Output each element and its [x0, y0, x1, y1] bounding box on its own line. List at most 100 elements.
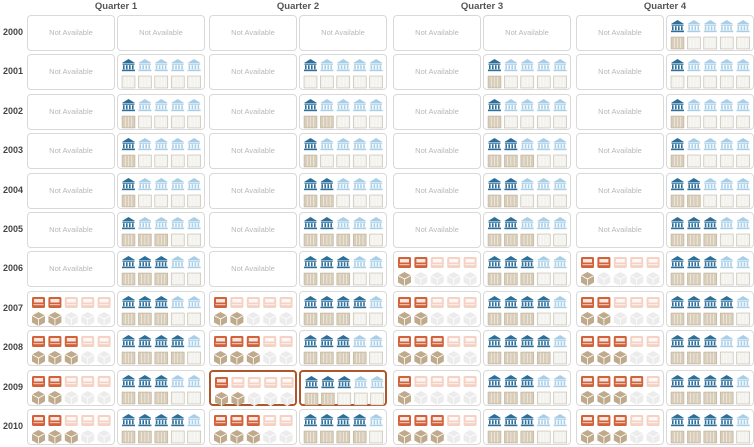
quarter-cell-left[interactable]: Not Available — [209, 93, 297, 130]
quarter-cell-left[interactable]: Not Available — [209, 133, 297, 170]
quarter-cell-right[interactable] — [483, 409, 571, 445]
quarter-cell-left[interactable] — [576, 290, 664, 327]
quarter-cell-left[interactable]: Not Available — [27, 251, 115, 288]
quarter-cell-right[interactable] — [666, 133, 754, 170]
quarter-cell-right[interactable]: Not Available — [117, 15, 205, 51]
quarter-cell-left[interactable] — [27, 369, 115, 406]
quarter-cell-left[interactable] — [393, 330, 481, 367]
quarter-cell-left[interactable] — [576, 330, 664, 367]
quarter-cell-right[interactable] — [483, 172, 571, 209]
quarter-cell-right[interactable] — [299, 54, 387, 91]
quarter-cell-left[interactable]: Not Available — [393, 15, 481, 51]
quarter-cell-left[interactable]: Not Available — [27, 15, 115, 51]
quarter-cell-left[interactable] — [576, 409, 664, 445]
quarter-cell-left[interactable] — [209, 290, 297, 327]
quarter-cell-right[interactable] — [483, 251, 571, 288]
quarter-cell-left[interactable]: Not Available — [209, 54, 297, 91]
quarter-cell-right[interactable] — [299, 172, 387, 209]
quarter-cell-right[interactable] — [666, 251, 754, 288]
quarter-cell-right[interactable] — [483, 369, 571, 406]
quarter-cell-right[interactable]: Not Available — [299, 15, 387, 51]
quarter-cell-left[interactable]: Not Available — [27, 54, 115, 91]
quarter-cell-left[interactable]: Not Available — [576, 93, 664, 130]
quarter-cell-left[interactable]: Not Available — [576, 212, 664, 248]
quarter-cell-left[interactable] — [27, 290, 115, 327]
container-icon — [719, 194, 734, 207]
quarter-cell-right[interactable] — [666, 290, 754, 327]
quarter-cell-right[interactable] — [117, 369, 205, 406]
quarter-cell-left[interactable] — [393, 251, 481, 288]
quarter-cell-right[interactable] — [299, 369, 387, 406]
quarter-cell-right[interactable] — [483, 290, 571, 327]
box-icon — [463, 311, 477, 326]
quarter-cell-left[interactable] — [576, 251, 664, 288]
box-icon — [430, 311, 444, 326]
quarter-cell-right[interactable] — [666, 369, 754, 406]
quarter-cell-left[interactable]: Not Available — [27, 93, 115, 130]
quarter-cell-left[interactable] — [209, 330, 297, 367]
quarter-cell-left[interactable]: Not Available — [209, 172, 297, 209]
quarter-cell-left[interactable]: Not Available — [393, 54, 481, 91]
quarter-cell-right[interactable]: Not Available — [483, 15, 571, 51]
quarter-cell-right[interactable] — [299, 93, 387, 130]
quarter-cell-right[interactable] — [299, 409, 387, 445]
quarter-cell-right[interactable] — [666, 212, 754, 248]
quarter-cell-right[interactable] — [483, 93, 571, 130]
quarter-cell-right[interactable] — [117, 54, 205, 91]
quarter-cell-right[interactable] — [299, 212, 387, 248]
quarter-cell-right[interactable] — [666, 172, 754, 209]
quarter-cell-left[interactable]: Not Available — [209, 15, 297, 51]
quarter-cell-left[interactable]: Not Available — [209, 212, 297, 248]
quarter-cell-left[interactable]: Not Available — [209, 251, 297, 288]
quarter-cell-right[interactable] — [117, 330, 205, 367]
quarter-cell-right[interactable] — [299, 251, 387, 288]
quarter-cell-left[interactable]: Not Available — [393, 172, 481, 209]
quarter-cell-right[interactable] — [483, 330, 571, 367]
building-icon — [671, 59, 684, 72]
quarter-cell-left[interactable] — [393, 290, 481, 327]
quarter-cell-left[interactable] — [209, 409, 297, 445]
container-icon — [352, 194, 367, 207]
quarter-cell-right[interactable] — [666, 409, 754, 445]
quarter-cell-right[interactable] — [117, 133, 205, 170]
quarter-cell-left[interactable]: Not Available — [27, 172, 115, 209]
quarter-cell-right[interactable] — [117, 409, 205, 445]
quarter-cell-left[interactable] — [393, 369, 481, 406]
quarter-cell-right[interactable] — [299, 330, 387, 367]
quarter-cell-right[interactable] — [666, 330, 754, 367]
quarter-cell-left[interactable]: Not Available — [393, 93, 481, 130]
quarter-cell-left[interactable] — [209, 369, 297, 406]
quarter-cell-left[interactable]: Not Available — [393, 212, 481, 248]
quarter-cell-right[interactable] — [483, 212, 571, 248]
right-icon-group — [121, 256, 201, 286]
quarter-cell-left[interactable]: Not Available — [27, 212, 115, 248]
quarter-cell-left[interactable] — [27, 409, 115, 445]
building-icon — [336, 256, 350, 269]
quarter-cell-right[interactable] — [483, 133, 571, 170]
container-icon — [154, 351, 169, 365]
quarter-cell-right[interactable] — [117, 172, 205, 209]
quarter-cell-left[interactable]: Not Available — [576, 133, 664, 170]
quarter-cell-left[interactable] — [576, 369, 664, 406]
quarter-cell-right[interactable] — [299, 133, 387, 170]
quarter-cell-left[interactable] — [393, 409, 481, 445]
box-icon — [213, 351, 228, 366]
quarter-cell-right[interactable] — [117, 251, 205, 288]
quarter-cell-left[interactable]: Not Available — [576, 172, 664, 209]
quarter-cell-left[interactable]: Not Available — [393, 133, 481, 170]
quarter-cell-right[interactable] — [117, 290, 205, 327]
quarter-cell-left[interactable]: Not Available — [576, 15, 664, 51]
quarter-cell-right[interactable] — [666, 15, 754, 51]
quarter-cell-right[interactable] — [117, 212, 205, 248]
quarter-cell-right[interactable] — [666, 93, 754, 130]
quarter-cell-right[interactable] — [666, 54, 754, 91]
container-icon — [719, 273, 734, 286]
quarter-cell-left[interactable] — [27, 330, 115, 367]
quarter-cell-left[interactable]: Not Available — [27, 133, 115, 170]
quarter-cell-left[interactable]: Not Available — [576, 54, 664, 91]
quarter-cell-right[interactable] — [299, 290, 387, 327]
quarter-cell-right[interactable] — [483, 54, 571, 91]
quarter-cell-right[interactable] — [117, 93, 205, 130]
building-icon — [504, 256, 518, 269]
container-icon — [154, 391, 169, 404]
